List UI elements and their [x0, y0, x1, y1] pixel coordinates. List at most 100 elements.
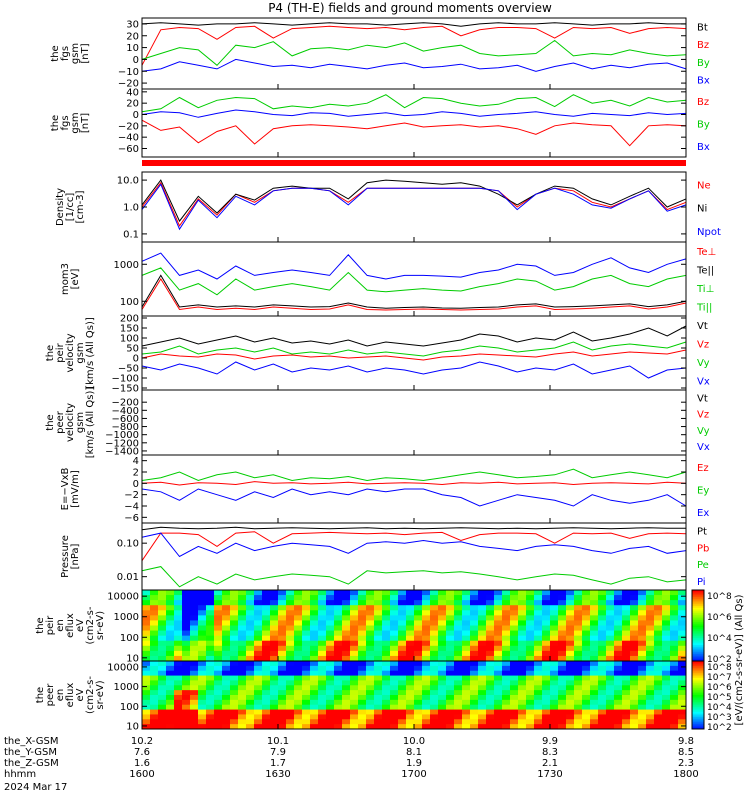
- heatmap-cell: [310, 714, 319, 720]
- figure-title: P4 (TH-E) fields and ground moments over…: [268, 1, 552, 15]
- heatmap-cell: [294, 600, 303, 606]
- heatmap-cell: [190, 595, 199, 601]
- heatmap-cell: [518, 724, 527, 730]
- heatmap-cell: [518, 690, 527, 696]
- heatmap-cell: [526, 695, 535, 701]
- y-tick-label: 0: [133, 55, 139, 66]
- y-axis-label-line: eV: [75, 619, 86, 632]
- heatmap-cell: [374, 615, 383, 621]
- heatmap-cell: [318, 640, 327, 647]
- heatmap-cell: [286, 625, 295, 632]
- heatmap-cell: [374, 690, 383, 696]
- heatmap-cell: [598, 724, 607, 730]
- heatmap-peir_flux: [142, 590, 687, 662]
- heatmap-cell: [382, 724, 391, 730]
- heatmap-cell: [422, 610, 431, 616]
- heatmap-cell: [318, 605, 327, 611]
- heatmap-cell: [254, 719, 263, 725]
- heatmap-cell: [414, 645, 423, 652]
- colorbar-swatch: [692, 621, 704, 625]
- heatmap-cell: [150, 699, 159, 706]
- heatmap-cell: [174, 590, 183, 596]
- heatmap-cell: [510, 650, 519, 657]
- y-axis-label-line: peir: [55, 342, 66, 362]
- heatmap-cell: [454, 625, 463, 632]
- heatmap-cell: [654, 699, 663, 706]
- colorbar-swatch: [692, 657, 704, 660]
- colorbar-swatch: [692, 652, 704, 655]
- heatmap-cell: [318, 675, 327, 681]
- heatmap-cell: [374, 655, 383, 662]
- heatmap-cell: [582, 680, 591, 686]
- heatmap-cell: [166, 680, 175, 686]
- heatmap-cell: [494, 690, 503, 696]
- heatmap-cell: [406, 724, 415, 730]
- heatmap-cell: [414, 690, 423, 696]
- heatmap-cell: [358, 695, 367, 701]
- heatmap-cell: [534, 630, 543, 637]
- heatmap-cell: [350, 680, 359, 686]
- heatmap-cell: [222, 661, 231, 667]
- heatmap-cell: [678, 709, 687, 715]
- heatmap-cell: [526, 590, 535, 596]
- heatmap-cell: [366, 675, 375, 681]
- heatmap-cell: [318, 685, 327, 691]
- heatmap-cell: [294, 709, 303, 715]
- heatmap-cell: [678, 590, 687, 596]
- heatmap-cell: [638, 600, 647, 606]
- heatmap-cell: [590, 625, 599, 632]
- heatmap-cell: [326, 625, 335, 632]
- y-axis-label: the peir en eflux eV (cm2-s-sr-eV): [35, 606, 106, 644]
- colorbar-tick-label: 10^7: [707, 673, 732, 683]
- heatmap-cell: [318, 709, 327, 715]
- heatmap-cell: [182, 665, 191, 672]
- heatmap-cell: [398, 670, 407, 677]
- heatmap-cell: [606, 724, 615, 730]
- heatmap-cell: [622, 605, 631, 611]
- heatmap-cell: [374, 610, 383, 616]
- heatmap-cell: [390, 640, 399, 647]
- colorbar-swatch: [692, 676, 704, 679]
- heatmap-cell: [406, 690, 415, 696]
- heatmap-cell: [638, 620, 647, 626]
- heatmap-cell: [326, 690, 335, 696]
- heatmap-cell: [558, 600, 567, 606]
- heatmap-cell: [246, 615, 255, 621]
- y-axis-label-line: mom3: [60, 263, 71, 295]
- heatmap-cell: [318, 600, 327, 606]
- heatmap-cell: [302, 630, 311, 637]
- heatmap-cell: [422, 625, 431, 632]
- heatmap-cell: [358, 661, 367, 667]
- heatmap-cell: [670, 665, 679, 672]
- heatmap-cell: [302, 640, 311, 647]
- heatmap-cell: [678, 605, 687, 611]
- heatmap-cell: [566, 625, 575, 632]
- legend-entry: Bz: [697, 40, 709, 51]
- heatmap-cell: [414, 709, 423, 715]
- heatmap-cell: [630, 695, 639, 701]
- heatmap-cell: [390, 685, 399, 691]
- heatmap-cell: [534, 699, 543, 706]
- heatmap-cell: [182, 600, 191, 606]
- heatmap-cell: [382, 640, 391, 647]
- heatmap-cell: [678, 665, 687, 672]
- heatmap-cell: [254, 625, 263, 632]
- heatmap-cell: [470, 675, 479, 681]
- heatmap-cell: [334, 605, 343, 611]
- heatmap-cell: [646, 719, 655, 725]
- heatmap-cell: [462, 719, 471, 725]
- heatmap-cell: [254, 595, 263, 601]
- heatmap-cell: [550, 690, 559, 696]
- heatmap-cell: [358, 610, 367, 616]
- heatmap-cell: [606, 605, 615, 611]
- heatmap-cell: [358, 680, 367, 686]
- heatmap-cell: [230, 590, 239, 596]
- heatmap-cell: [342, 635, 351, 642]
- heatmap-cell: [670, 670, 679, 677]
- heatmap-cell: [294, 590, 303, 596]
- heatmap-cell: [502, 620, 511, 626]
- series-line-fgs_gse: [141, 109, 687, 118]
- heatmap-cell: [494, 675, 503, 681]
- heatmap-cell: [526, 661, 535, 667]
- heatmap-cell: [534, 655, 543, 662]
